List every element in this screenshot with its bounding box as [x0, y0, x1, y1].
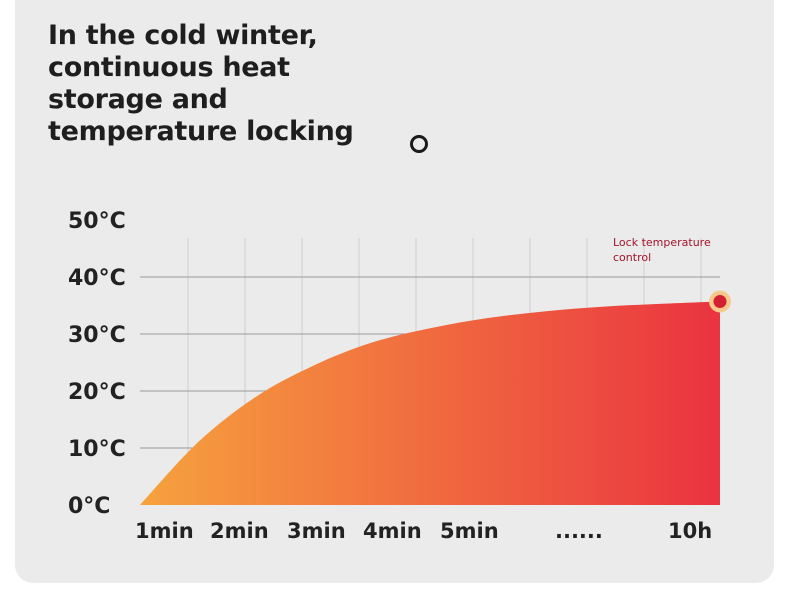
- y-tick-label: 40°C: [68, 266, 126, 291]
- y-tick-label: 20°C: [68, 380, 126, 405]
- y-tick-label: 50°C: [68, 209, 126, 234]
- y-tick-label: 10°C: [68, 437, 126, 462]
- lock-annotation-line2: control: [613, 251, 651, 264]
- x-tick-label: ......: [555, 519, 603, 543]
- temperature-area: [140, 301, 720, 505]
- endpoint-marker: [713, 295, 727, 309]
- x-tick-label: 4min: [363, 519, 422, 543]
- lock-annotation-line1: Lock temperature: [613, 236, 711, 249]
- x-tick-label: 5min: [440, 519, 499, 543]
- x-tick-label: 10h: [668, 519, 712, 543]
- y-tick-label: 30°C: [68, 323, 126, 348]
- circle-marker-icon: [410, 135, 428, 153]
- y-tick-label: 0°C: [68, 494, 110, 519]
- x-tick-label: 3min: [287, 519, 346, 543]
- x-tick-label: 2min: [210, 519, 269, 543]
- chart-title: In the cold winter, continuous heat stor…: [48, 20, 354, 147]
- x-tick-label: 1min: [135, 519, 194, 543]
